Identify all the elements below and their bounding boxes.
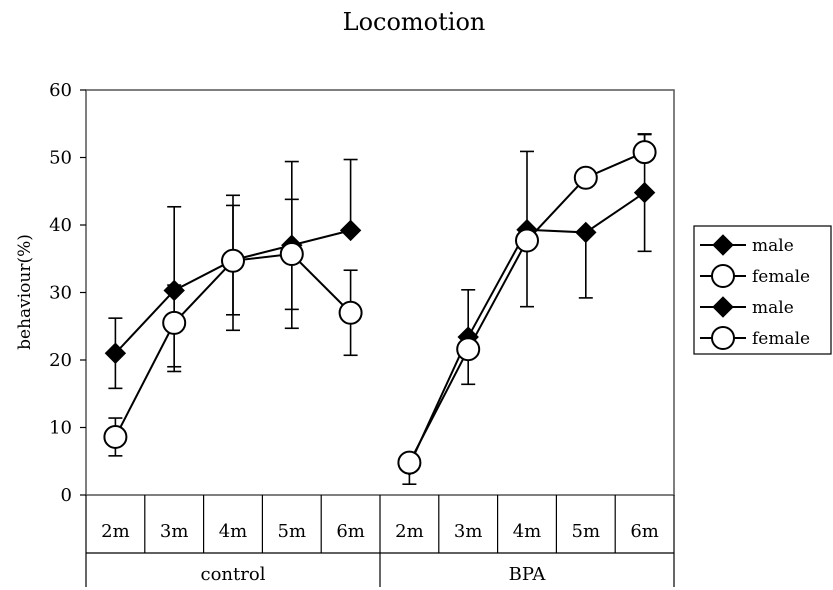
y-tick-label: 20	[49, 350, 72, 371]
data-point-circle	[632, 140, 657, 165]
data-point-diamond	[163, 279, 185, 302]
data-point-circle	[515, 228, 539, 253]
legend-label: male	[752, 298, 794, 318]
data-point-circle	[221, 248, 245, 273]
data-point-diamond	[575, 221, 597, 244]
chart-title: Locomotion	[343, 8, 486, 36]
x-category-label: 2m	[395, 521, 424, 542]
x-category-label: 5m	[572, 521, 601, 542]
x-category-label: 3m	[160, 521, 189, 542]
data-point-circle	[162, 310, 187, 335]
legend-marker-diamond	[712, 296, 734, 318]
legend-label: female	[752, 329, 810, 349]
y-axis-label: behaviour(%)	[15, 234, 35, 350]
legend-marker-circle	[711, 326, 735, 350]
data-point-diamond	[339, 219, 362, 242]
data-point-circle	[279, 242, 304, 267]
y-tick-label: 40	[49, 215, 72, 236]
data-point-diamond	[633, 181, 656, 204]
legend-label: female	[752, 267, 810, 287]
data-point-circle	[397, 450, 422, 475]
data-point-circle	[573, 165, 598, 190]
data-point-diamond	[104, 342, 127, 364]
data-point-circle	[103, 424, 128, 449]
x-category-label: 4m	[513, 521, 542, 542]
data-point-circle	[338, 300, 363, 325]
legend-marker-diamond	[712, 234, 734, 256]
x-category-label: 6m	[336, 521, 365, 542]
y-tick-label: 60	[49, 80, 72, 101]
data-point-circle	[456, 337, 481, 362]
x-category-label: 5m	[278, 521, 307, 542]
y-tick-label: 30	[49, 283, 72, 304]
x-category-label: 4m	[219, 521, 248, 542]
x-group-label: BPA	[509, 564, 547, 585]
legend: male female male female	[693, 225, 832, 355]
legend-marker-circle	[711, 264, 735, 288]
x-group-label: control	[201, 564, 266, 585]
x-category-label: 6m	[630, 521, 659, 542]
y-tick-label: 50	[49, 148, 72, 169]
legend-label: male	[752, 236, 794, 256]
x-category-label: 3m	[454, 521, 483, 542]
y-tick-label: 0	[61, 485, 72, 506]
y-tick-label: 10	[49, 418, 72, 439]
x-category-label: 2m	[101, 521, 130, 542]
